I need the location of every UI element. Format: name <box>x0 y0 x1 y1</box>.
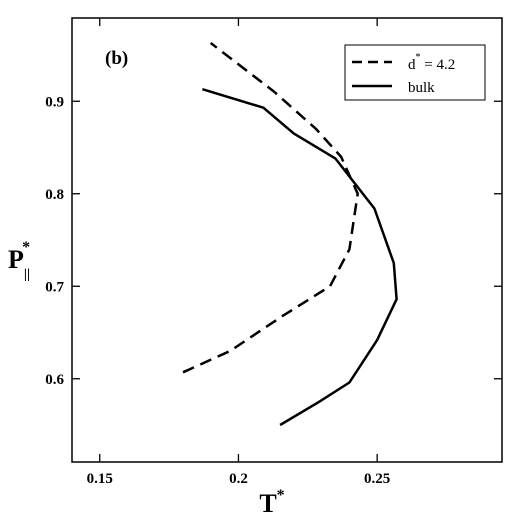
y-tick-label: 0.7 <box>45 279 64 295</box>
series-line-d-4-2 <box>182 42 359 374</box>
x-axis-title: T* <box>259 487 284 518</box>
plot-frame <box>71 17 503 463</box>
x-tick-label: 0.2 <box>229 471 248 487</box>
y-tick-label: 0.8 <box>45 187 64 203</box>
x-tick-label: 0.25 <box>364 471 390 487</box>
y-axis-title: P||* <box>8 239 30 282</box>
x-tick-label: 0.15 <box>87 471 113 487</box>
legend: d* = 4.2 bulk <box>344 44 486 101</box>
y-tick-label: 0.6 <box>45 372 64 388</box>
legend-label-d: d* = 4.2 <box>408 52 455 73</box>
y-tick-label: 0.9 <box>45 94 64 110</box>
series-line-bulk <box>202 88 398 427</box>
legend-box <box>344 44 486 101</box>
panel-label: (b) <box>105 48 128 69</box>
legend-label-bulk: bulk <box>408 80 435 96</box>
